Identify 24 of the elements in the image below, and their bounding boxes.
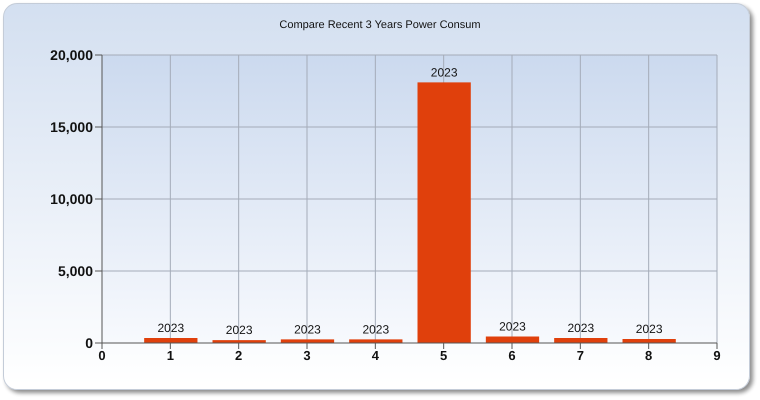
x-tick-label: 1 xyxy=(166,348,174,364)
text: 2023 xyxy=(226,323,252,338)
x-tick-label: 6 xyxy=(508,348,516,364)
text: 2023 xyxy=(567,320,594,335)
text: 2023 xyxy=(499,320,526,334)
x-tick-label: 0 xyxy=(98,348,106,364)
x-tick-label: 5 xyxy=(440,348,448,364)
x-tick-label: 7 xyxy=(576,348,584,364)
y-tick-label: 15,000 xyxy=(50,118,94,135)
text: 2023 xyxy=(294,322,321,336)
x-tick-label: 9 xyxy=(713,348,721,364)
y-tick-label: 0 xyxy=(85,334,94,351)
x-tick-label: 8 xyxy=(645,348,652,364)
y-tick-label: 20,000 xyxy=(50,46,94,63)
x-tick-label: 3 xyxy=(303,348,311,364)
y-tick-label: 10,000 xyxy=(50,190,94,207)
x-tick-label: 2 xyxy=(235,348,242,364)
series-label: 2023 xyxy=(157,320,184,335)
text: 2023 xyxy=(362,322,390,336)
x-tick-label: 4 xyxy=(372,348,380,364)
chart-title: Compare Recent 3 Years Power Consum xyxy=(278,19,482,31)
y-tick-label: 5,000 xyxy=(58,262,94,279)
text: 2023 xyxy=(636,322,662,336)
text: 2023 xyxy=(430,65,458,80)
